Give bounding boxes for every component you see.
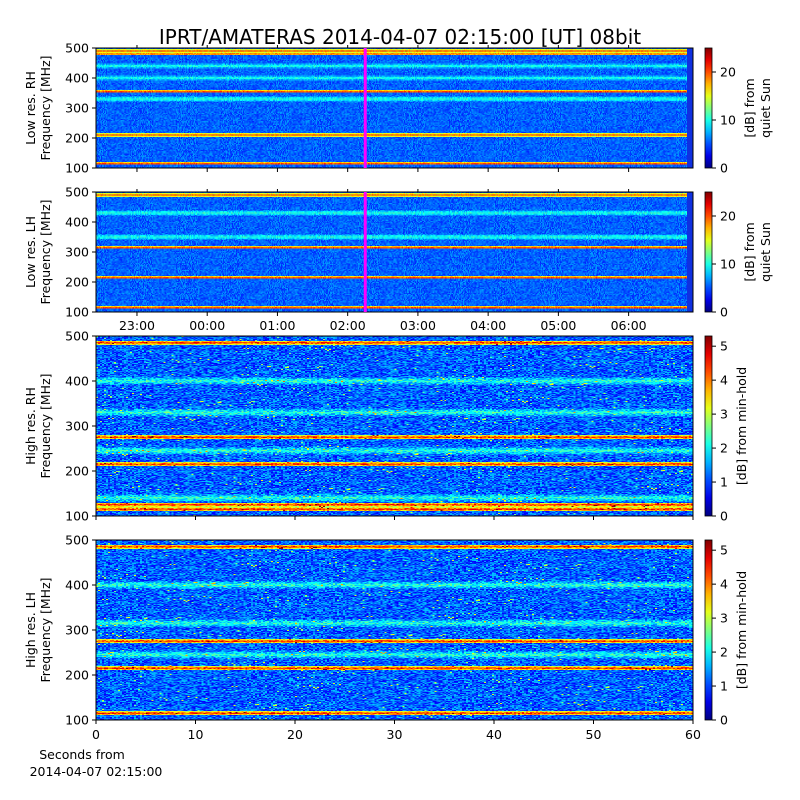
y-tick-label: 400 bbox=[65, 71, 89, 86]
colorbar-label-line1: [dB] from bbox=[742, 222, 757, 281]
y-tick-label: 400 bbox=[65, 374, 89, 389]
y-axis-label-line2: Frequency [MHz] bbox=[38, 577, 53, 682]
y-axis-label-line2: Frequency [MHz] bbox=[38, 373, 53, 478]
x-tick-label: 00:00 bbox=[189, 318, 225, 333]
colorbar-tick-label: 0 bbox=[720, 509, 728, 524]
y-tick-label: 100 bbox=[65, 305, 89, 320]
colorbar-tick-label: 10 bbox=[720, 257, 736, 272]
colorbar-label-line2: quiet Sun bbox=[758, 222, 773, 282]
y-axis-label-line1: Low res. RH bbox=[23, 71, 38, 145]
x-tick-label: 03:00 bbox=[400, 318, 436, 333]
colorbar-tick-label: 1 bbox=[720, 679, 728, 694]
y-tick-label: 500 bbox=[65, 329, 89, 344]
x-tick-label: 05:00 bbox=[540, 318, 576, 333]
colorbar-tick-label: 4 bbox=[720, 577, 728, 592]
y-tick-label: 500 bbox=[65, 185, 89, 200]
colorbar-tick-label: 10 bbox=[720, 113, 736, 128]
spectrogram-image bbox=[96, 540, 693, 720]
colorbar-tick-label: 1 bbox=[720, 475, 728, 490]
panel-high-rh: 100 200 300 400 500 High res. RH Frequency [MH… bbox=[23, 329, 749, 524]
x-tick-label: 23:00 bbox=[119, 318, 155, 333]
x-axis-label-line1: Seconds from bbox=[39, 747, 125, 762]
colorbar-tick-label: 0 bbox=[720, 713, 728, 728]
y-tick-label: 400 bbox=[65, 215, 89, 230]
x-tick-label: 60 bbox=[685, 727, 701, 742]
colorbar-label-line1: [dB] from bbox=[742, 78, 757, 137]
colorbar-tick-label: 5 bbox=[720, 339, 728, 354]
y-tick-label: 500 bbox=[65, 41, 89, 56]
x-tick-label: 10 bbox=[188, 727, 204, 742]
x-tick-label: 01:00 bbox=[259, 318, 295, 333]
colorbar-tick-label: 3 bbox=[720, 407, 728, 422]
spectrogram-image bbox=[96, 336, 693, 516]
x-tick-label: 0 bbox=[92, 727, 100, 742]
colorbar-tick-label: 0 bbox=[720, 161, 728, 176]
x-tick-label: 02:00 bbox=[330, 318, 366, 333]
y-tick-label: 200 bbox=[65, 131, 89, 146]
colorbar-tick-label: 2 bbox=[720, 645, 728, 660]
colorbar-tick-label: 20 bbox=[720, 209, 736, 224]
y-tick-label: 100 bbox=[65, 509, 89, 524]
colorbar bbox=[704, 539, 713, 721]
y-tick-label: 400 bbox=[65, 578, 89, 593]
colorbar-label-line2: quiet Sun bbox=[758, 78, 773, 138]
y-axis-label-line2: Frequency [MHz] bbox=[38, 55, 53, 160]
colorbar-tick-label: 0 bbox=[720, 305, 728, 320]
y-tick-label: 300 bbox=[65, 419, 89, 434]
colorbar-tick-label: 5 bbox=[720, 543, 728, 558]
x-tick-label: 06:00 bbox=[611, 318, 647, 333]
spectrogram-image bbox=[96, 192, 687, 312]
colorbar bbox=[704, 47, 713, 169]
figure-title: IPRT/AMATERAS 2014-04-07 02:15:00 [UT] 0… bbox=[159, 25, 641, 49]
x-tick-label: 20 bbox=[287, 727, 303, 742]
spectrogram-image bbox=[96, 48, 687, 168]
y-tick-label: 100 bbox=[65, 161, 89, 176]
y-tick-label: 100 bbox=[65, 713, 89, 728]
colorbar-label: [dB] from min-hold bbox=[734, 571, 749, 689]
colorbar-label: [dB] from min-hold bbox=[734, 367, 749, 485]
y-tick-label: 200 bbox=[65, 668, 89, 683]
y-tick-label: 200 bbox=[65, 275, 89, 290]
x-tick-label: 40 bbox=[486, 727, 502, 742]
colorbar bbox=[704, 335, 713, 517]
colorbar-tick-label: 20 bbox=[720, 65, 736, 80]
x-axis-label-line2: 2014-04-07 02:15:00 bbox=[30, 764, 163, 779]
colorbar-tick-label: 2 bbox=[720, 441, 728, 456]
y-axis-label-line1: High res. RH bbox=[23, 387, 38, 465]
x-tick-label: 50 bbox=[586, 727, 602, 742]
y-axis-label-line1: High res. LH bbox=[23, 592, 38, 668]
x-tick-label: 04:00 bbox=[470, 318, 506, 333]
y-tick-label: 300 bbox=[65, 101, 89, 116]
y-tick-label: 300 bbox=[65, 245, 89, 260]
colorbar-tick-label: 3 bbox=[720, 611, 728, 626]
y-axis-label-line2: Frequency [MHz] bbox=[38, 199, 53, 304]
y-tick-label: 300 bbox=[65, 623, 89, 638]
x-tick-label: 30 bbox=[387, 727, 403, 742]
colorbar-tick-label: 4 bbox=[720, 373, 728, 388]
y-tick-label: 200 bbox=[65, 464, 89, 479]
y-tick-label: 500 bbox=[65, 533, 89, 548]
y-axis-label-line1: Low res. LH bbox=[23, 216, 38, 288]
colorbar bbox=[704, 191, 713, 313]
